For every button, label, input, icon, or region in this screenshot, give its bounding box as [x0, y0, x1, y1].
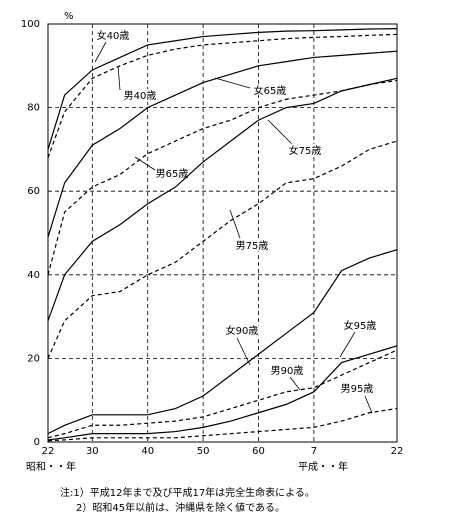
y-tick-label: 20	[27, 353, 40, 364]
series-line	[47, 349, 398, 439]
series-label: 男95歳	[341, 383, 374, 395]
y-tick-label: 0	[34, 437, 40, 448]
series-label: 女90歳	[226, 324, 259, 337]
y-tick-label: 80	[27, 103, 40, 114]
x-tick-label: 22	[42, 446, 55, 457]
series-line	[47, 27, 398, 150]
series-label: 女40歳	[97, 29, 130, 42]
y-tick-label: 60	[27, 186, 40, 197]
series-line	[47, 50, 398, 238]
note: 注:1）平成12年まで及び平成17年は完全生命表による。	[60, 486, 315, 499]
leader-line	[214, 77, 251, 89]
x-tick-label: 7	[311, 446, 317, 457]
series-line	[47, 407, 398, 442]
series-label: 女95歳	[344, 319, 377, 332]
x-tick-label: 22	[391, 446, 404, 457]
leader-line	[134, 156, 156, 171]
y-unit: %	[64, 11, 74, 22]
leader-line	[117, 65, 121, 91]
era-label: 昭和・・年	[26, 460, 76, 473]
era-label: 平成・・年	[298, 460, 348, 473]
leader-line	[236, 337, 251, 366]
series-line	[47, 140, 398, 359]
note: 2）昭和45年以前は、沖縄県を除く値である。	[76, 501, 285, 514]
leader-line	[339, 331, 356, 358]
leader-line	[289, 376, 301, 391]
leader-line	[229, 209, 241, 239]
x-tick-label: 40	[141, 446, 154, 457]
leader-line	[364, 395, 373, 414]
x-tick-label: 30	[86, 446, 99, 457]
series-line	[47, 77, 398, 321]
series-line	[47, 249, 398, 435]
series-label: 男75歳	[236, 240, 269, 252]
x-tick-label: 50	[197, 446, 210, 457]
leader-line	[94, 41, 107, 63]
y-tick-label: 40	[27, 270, 40, 281]
plot-frame	[47, 23, 398, 443]
series-label: 女65歳	[254, 84, 287, 97]
series-line	[47, 79, 398, 275]
series-label: 男65歳	[156, 168, 189, 180]
series-label: 男40歳	[124, 90, 157, 102]
y-tick-label: 100	[21, 19, 40, 30]
x-tick-label: 60	[252, 446, 265, 457]
leader-line	[267, 119, 294, 146]
series-label: 女75歳	[289, 144, 322, 157]
series-label: 男90歳	[271, 365, 304, 377]
series-line	[47, 345, 398, 441]
